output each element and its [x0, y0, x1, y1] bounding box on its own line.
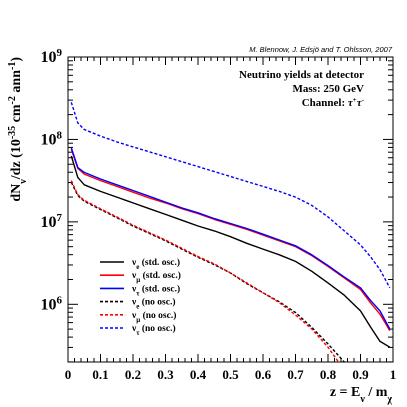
annotation-tau1: τ	[348, 97, 354, 109]
series-line-5	[70, 180, 340, 362]
x-tick-label: 0.7	[287, 367, 304, 382]
x-tick-label: 0.4	[190, 367, 207, 382]
x-tick-label: 0.5	[222, 367, 239, 382]
credit-text: M. Blennow, J. Edsjö and T. Ohlsson, 200…	[249, 45, 393, 54]
annotation-plus: +	[353, 96, 357, 104]
y-axis-ticks: 106 107 108 109	[41, 47, 393, 363]
legend-label-3: ντ (std. osc.)	[131, 283, 180, 297]
annotation: Neutrino yields at detector Mass: 250 Ge…	[239, 69, 365, 109]
series-line-2	[70, 149, 391, 332]
y-tick-label: 106	[41, 294, 63, 313]
y-label-p1: dN	[9, 184, 24, 202]
annotation-line1: Neutrino yields at detector	[239, 69, 364, 81]
y-label-p2: /dz (10	[9, 139, 24, 180]
legend-label-5: νμ (no osc.)	[131, 310, 176, 324]
x-tick-label: 0.8	[320, 367, 337, 382]
legend-label-1: νe (std. osc.)	[131, 257, 180, 271]
annotation-line2: Mass: 250 GeV	[293, 83, 365, 95]
series-line-3	[70, 147, 391, 330]
legend-label-6: ντ (no osc.)	[131, 323, 176, 337]
series-lines	[70, 102, 391, 362]
y-label-p3: cm	[9, 104, 24, 126]
y-tick-label: 109	[41, 47, 63, 66]
x-label-sub2: χ	[386, 394, 392, 405]
x-label-mid: / m	[365, 385, 388, 400]
y-tick-label: 107	[41, 212, 63, 231]
y-label-p4: ann	[9, 70, 24, 96]
series-line-6	[70, 102, 391, 289]
x-tick-label: 0.1	[92, 367, 108, 382]
x-axis-label: z = Eν / mχ	[330, 385, 393, 405]
series-line-1	[70, 155, 391, 348]
y-label-e3: -1	[7, 62, 18, 70]
y-label-p5: )	[9, 57, 24, 62]
annotation-channel-prefix: Channel:	[302, 97, 348, 109]
annotation-line3: Channel: τ+τ-	[302, 96, 365, 109]
y-label-e2: -2	[7, 96, 18, 104]
plot-area: 0 0.1 0.2 0.3 0.4 0.5 0.6 0.7 0.8 0.9 1 1061071081…	[41, 47, 397, 382]
x-tick-label: 0	[65, 367, 72, 382]
x-tick-label: 0.6	[255, 367, 272, 382]
x-label-sub1: ν	[359, 394, 365, 405]
y-axis-label: dNν/dz (10-35 cm-2 ann-1)	[7, 57, 29, 202]
y-label-s1: ν	[18, 179, 29, 185]
y-label-e1: -35	[7, 126, 18, 139]
x-tick-label: 0.2	[125, 367, 141, 382]
annotation-minus: -	[362, 96, 365, 104]
legend-label-4: νe (no osc.)	[131, 297, 176, 311]
x-label-prefix: z = E	[330, 385, 361, 400]
x-axis-ticks: 0 0.1 0.2 0.3 0.4 0.5 0.6 0.7 0.8 0.9 1	[65, 57, 397, 382]
x-tick-label: 0.3	[157, 367, 174, 382]
y-tick-label: 108	[41, 129, 63, 148]
legend-label-2: νμ (std. osc.)	[131, 270, 181, 284]
legend: νe (std. osc.)νμ (std. osc.)ντ (std. osc…	[100, 257, 181, 337]
annotation-tau2: τ	[357, 97, 363, 109]
x-tick-label: 0.9	[352, 367, 369, 382]
x-tick-label: 1	[390, 367, 397, 382]
